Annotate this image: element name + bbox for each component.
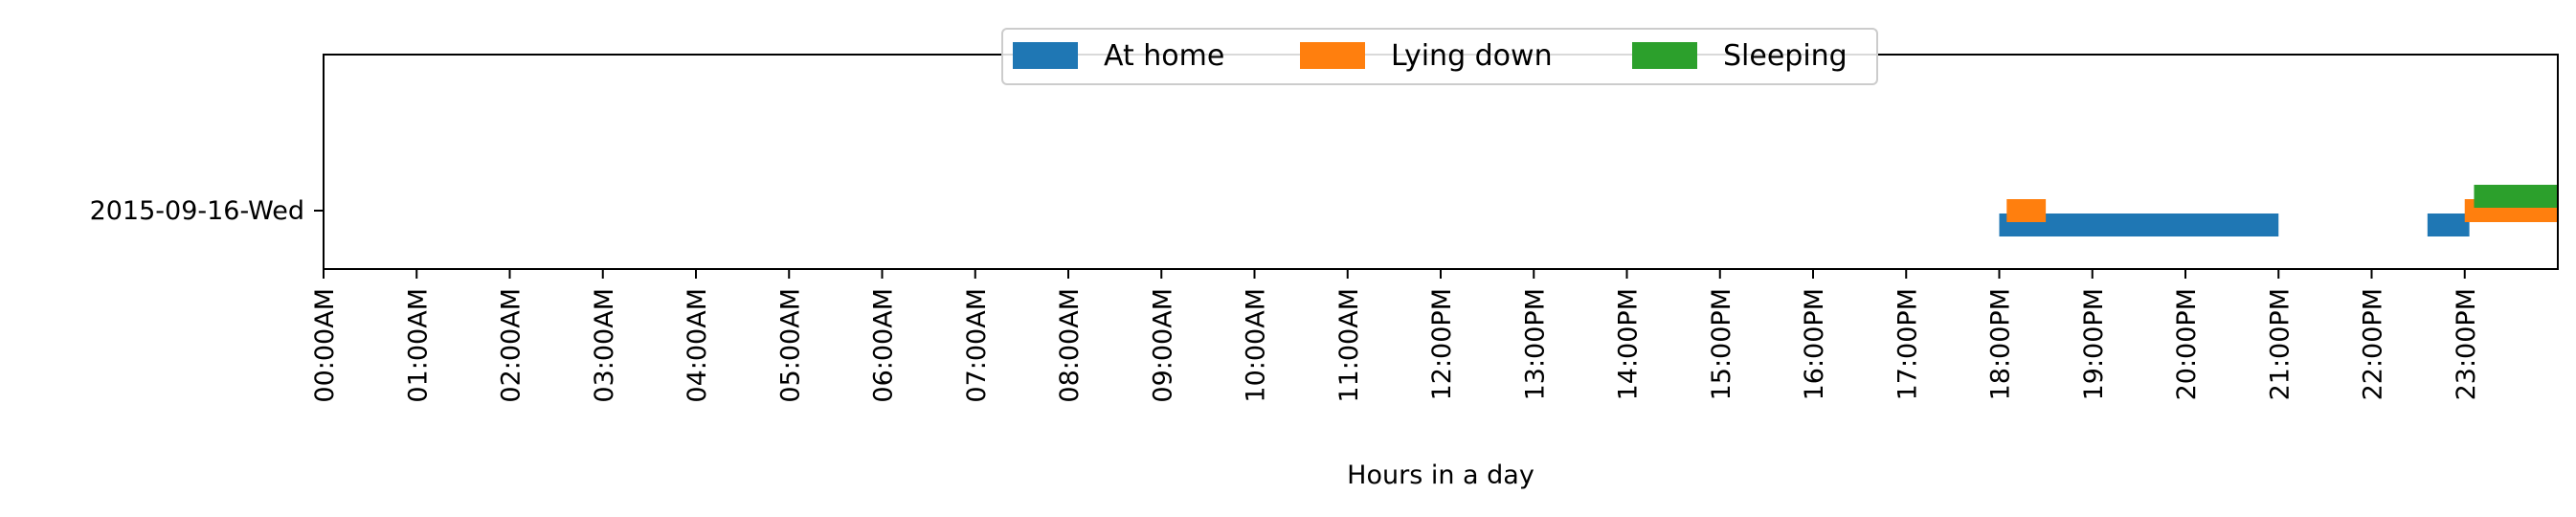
x-tick-label: 20:00PM [2172,288,2202,400]
bar-at-home-1 [2427,214,2470,236]
x-tick-label: 12:00PM [1427,288,1457,400]
x-tick-label: 11:00AM [1334,288,1364,403]
y-axis: 2015-09-16-Wed [90,196,324,226]
x-tick-label: 23:00PM [2452,288,2481,400]
legend-swatch-lying-down [1300,42,1365,69]
x-tick-label: 07:00AM [962,288,992,403]
y-tick-label: 2015-09-16-Wed [90,196,304,226]
legend-swatch-sleeping [1632,42,1697,69]
x-tick-label: 15:00PM [1707,288,1736,400]
x-tick-label: 22:00PM [2359,288,2388,400]
x-tick-label: 00:00AM [310,288,340,403]
legend-label: Lying down [1391,39,1553,73]
x-tick-label: 04:00AM [683,288,712,403]
x-tick-label: 06:00AM [869,288,899,403]
x-tick-label: 03:00AM [590,288,619,403]
x-tick-label: 14:00PM [1614,288,1644,400]
bars-layer [1999,185,2558,236]
x-tick-label: 16:00PM [1800,288,1829,400]
x-tick-label: 05:00AM [775,288,805,403]
plot-frame [323,54,2559,270]
x-tick-label: 18:00PM [1986,288,2016,400]
x-tick-label: 13:00PM [1520,288,1550,400]
x-tick-label: 01:00AM [403,288,433,403]
x-tick-label: 02:00AM [497,288,526,403]
x-tick-label: 19:00PM [2079,288,2109,400]
legend-label: Sleeping [1723,39,1848,73]
bar-sleeping-0 [2474,185,2558,208]
legend: At home Lying down Sleeping [1001,28,1878,85]
x-tick-label: 10:00AM [1242,288,1271,403]
x-tick-label: 09:00AM [1148,288,1177,403]
x-axis: 00:00AM 01:00AM 02:00AM 03:00AM 04:00AM 05:00… [310,269,2481,403]
x-tick-label: 21:00PM [2265,288,2295,400]
legend-swatch-at-home [1013,42,1078,69]
x-tick-label: 08:00AM [1055,288,1085,403]
legend-label: At home [1104,39,1224,73]
x-tick-label: 17:00PM [1893,288,1922,400]
x-axis-label: Hours in a day [1347,461,1534,490]
bar-lying-down-0 [2006,199,2047,222]
